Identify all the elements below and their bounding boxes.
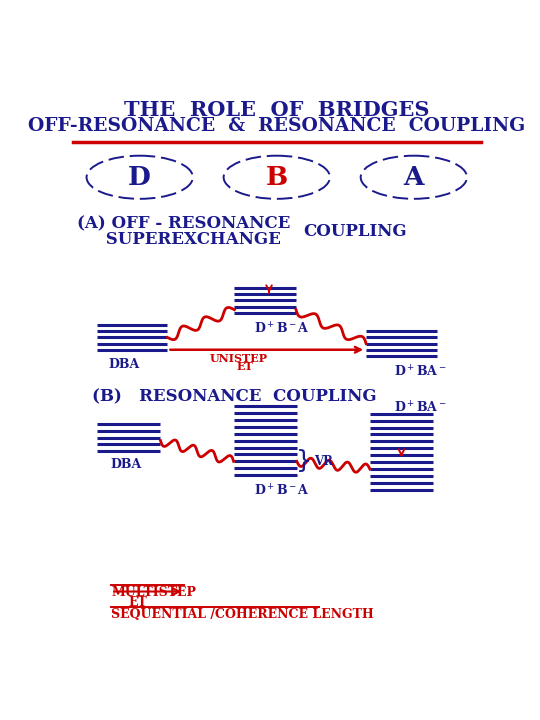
Text: SUPEREXCHANGE: SUPEREXCHANGE — [77, 231, 280, 248]
Text: OFF-RESONANCE  &  RESONANCE  COUPLING: OFF-RESONANCE & RESONANCE COUPLING — [28, 117, 525, 135]
Text: D$^+$BA$^-$: D$^+$BA$^-$ — [394, 364, 446, 379]
Text: VR: VR — [314, 455, 333, 468]
Text: D$^+$B$^-$A: D$^+$B$^-$A — [254, 483, 309, 498]
Text: D$^+$B$^-$A: D$^+$B$^-$A — [254, 321, 309, 336]
Text: D$^+$BA$^-$: D$^+$BA$^-$ — [394, 400, 446, 416]
Text: SEQUENTIAL /COHERENCE LENGTH: SEQUENTIAL /COHERENCE LENGTH — [111, 608, 374, 621]
Text: ET: ET — [236, 361, 253, 372]
Text: COUPLING: COUPLING — [303, 223, 407, 240]
Text: UNISTEP: UNISTEP — [209, 353, 267, 364]
Text: D: D — [129, 165, 151, 190]
Text: THE  ROLE  OF  BRIDGES: THE ROLE OF BRIDGES — [124, 100, 429, 120]
Text: A: A — [403, 165, 424, 190]
Text: (B)   RESONANCE  COUPLING: (B) RESONANCE COUPLING — [92, 388, 376, 405]
Text: DBA: DBA — [110, 457, 141, 471]
Text: B: B — [266, 165, 288, 190]
Text: ET: ET — [128, 596, 147, 609]
Text: DBA: DBA — [109, 359, 140, 372]
Text: }: } — [296, 449, 312, 473]
Text: MULTISTEP: MULTISTEP — [111, 586, 196, 599]
Text: (A) OFF - RESONANCE: (A) OFF - RESONANCE — [77, 216, 290, 233]
